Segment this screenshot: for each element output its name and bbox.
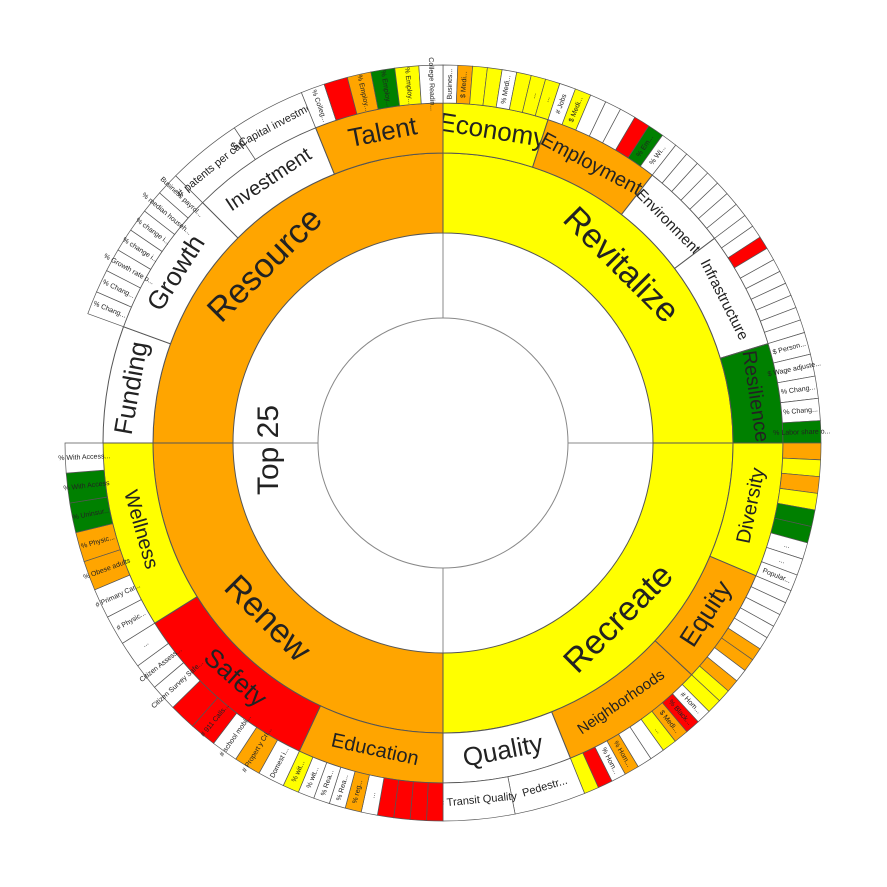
leaf-label: Busines... xyxy=(447,69,455,100)
leaf-label: % Labor share o... xyxy=(773,428,830,437)
leaf-label: ... xyxy=(369,792,377,799)
leaf-label: ... xyxy=(778,557,786,566)
leaf-label: ... xyxy=(141,640,150,649)
leaf-label: $ Medi... xyxy=(460,71,469,98)
leaf-label: % Chang... xyxy=(783,406,818,416)
leaf-label: College Readin... xyxy=(427,57,436,111)
leaf-segment xyxy=(426,782,444,822)
center-label: Top 25 xyxy=(252,405,285,495)
leaf-label: % Employ... xyxy=(403,67,414,104)
center-circle xyxy=(317,317,569,569)
leaf-label: ... xyxy=(530,92,538,99)
leaf-label: ... xyxy=(783,542,791,550)
leaf-label: ... xyxy=(543,96,551,104)
leaf-segment xyxy=(782,442,822,461)
leaf-segment xyxy=(418,64,444,105)
leaf-label: ... xyxy=(653,726,662,735)
leaf-label: % With Access... xyxy=(58,453,110,462)
